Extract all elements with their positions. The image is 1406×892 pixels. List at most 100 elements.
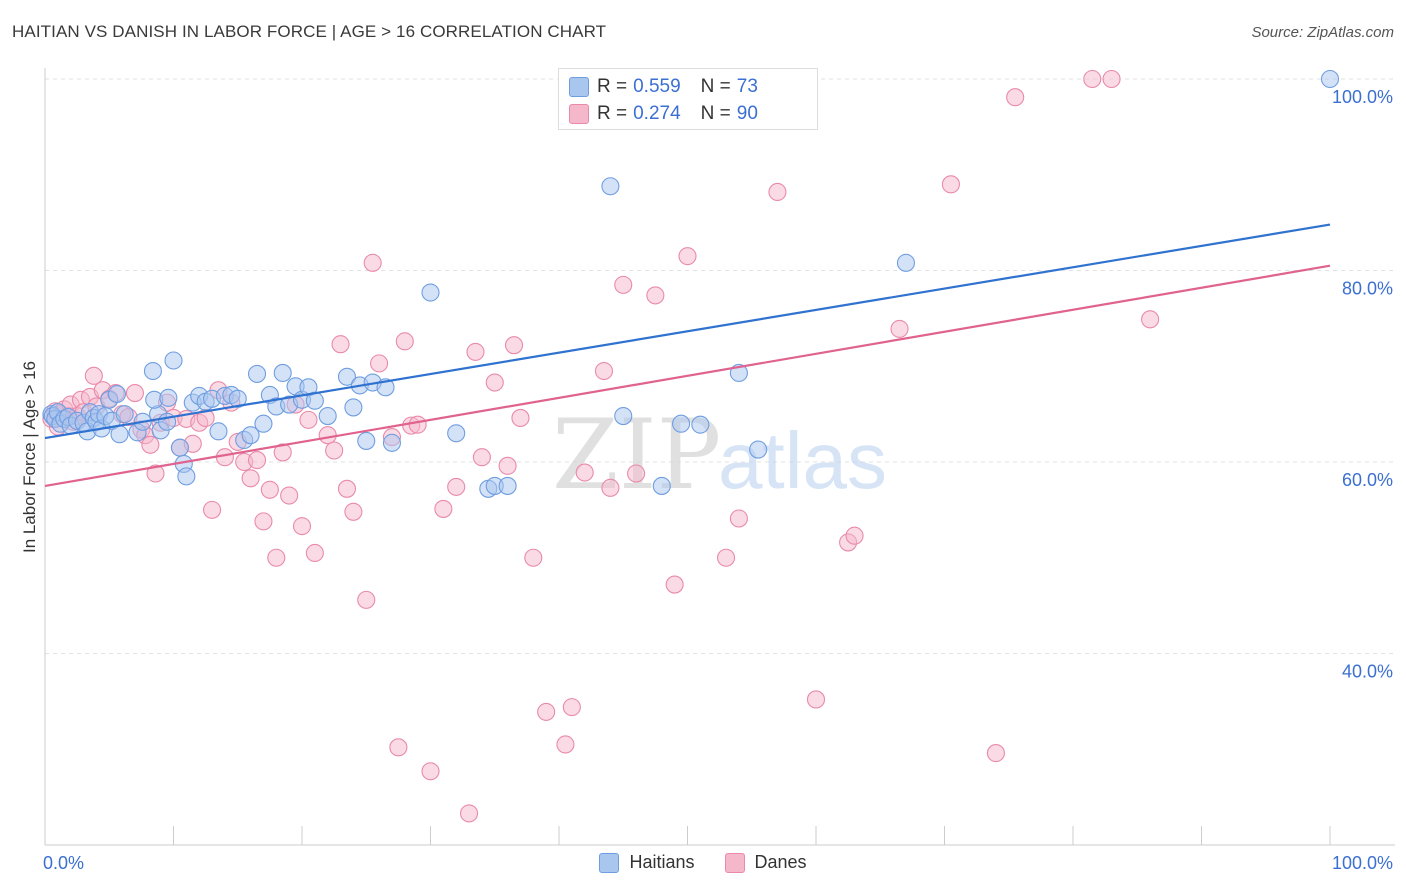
haitians-point — [672, 414, 691, 433]
danes-point — [845, 526, 864, 545]
danes-point — [1102, 69, 1121, 89]
haitians-r-label: R = — [597, 76, 628, 97]
danes-point — [511, 408, 530, 428]
haitians-point — [254, 414, 273, 433]
danes-r-label: R = — [597, 103, 628, 124]
stats-row-danes: R = 0.274 N = 90 — [569, 100, 758, 128]
legend-label-haitians: Haitians — [629, 852, 695, 872]
axis-layer — [44, 68, 1395, 846]
haitians-point — [337, 367, 357, 386]
stats-row-haitians: R = 0.559 N = 73 — [569, 73, 758, 101]
danes-point — [498, 456, 517, 475]
haitians-point — [749, 440, 768, 459]
danes-point — [389, 738, 408, 757]
danes-point — [459, 804, 479, 823]
watermark: ZIP atlas — [552, 399, 887, 511]
danes-point — [337, 479, 357, 498]
haitians-point — [177, 467, 196, 486]
haitians-trend-line — [44, 223, 1331, 440]
danes-point — [434, 499, 453, 518]
danes-point — [254, 512, 273, 531]
y-axis-label: In Labor Force | Age > 16 — [20, 361, 39, 553]
haitians-n-label: N = — [700, 76, 731, 97]
danes-point — [472, 448, 491, 467]
y-tick-label: 100.0% — [1332, 87, 1393, 107]
haitians-point — [209, 422, 228, 441]
danes-point — [325, 441, 344, 460]
y-tick-label: 40.0% — [1342, 662, 1393, 682]
x-tick-label-min: 0.0% — [43, 853, 84, 873]
legend-label-danes: Danes — [754, 852, 807, 872]
haitians-point — [228, 389, 247, 408]
danes-point — [125, 384, 144, 403]
haitians-point — [382, 433, 402, 452]
danes-point — [408, 415, 427, 434]
danes-point — [768, 182, 787, 202]
danes-point — [318, 426, 337, 445]
legend-swatch-haitians — [599, 852, 620, 873]
x-tick-label-max: 100.0% — [1332, 853, 1393, 873]
haitians-swatch — [569, 77, 589, 97]
tick-labels: 40.0% 60.0% 80.0% 100.0% 0.0% 100.0% — [43, 87, 1393, 873]
danes-point — [556, 735, 575, 754]
danes-point — [260, 480, 279, 499]
danes-point — [729, 509, 748, 528]
danes-point — [575, 463, 594, 482]
danes-point — [485, 373, 504, 392]
haitians-point — [110, 425, 129, 444]
haitians-point — [170, 438, 189, 457]
danes-point — [665, 575, 684, 594]
danes-point — [504, 336, 524, 355]
haitians-point — [357, 431, 376, 450]
danes-swatch — [569, 104, 589, 124]
danes-trend-line — [44, 264, 1331, 488]
haitians-point — [652, 476, 671, 495]
legend-swatch-danes — [724, 852, 745, 873]
danes-point — [537, 702, 556, 721]
danes-point — [466, 342, 485, 361]
trend-lines — [44, 223, 1331, 488]
danes-point — [146, 464, 165, 483]
haitians-point — [421, 283, 440, 302]
haitians-point — [447, 424, 466, 443]
bottom-legend: Haitians Danes — [0, 852, 1406, 873]
danes-point — [594, 361, 614, 381]
haitians-point — [164, 351, 183, 370]
haitians-point — [691, 415, 710, 434]
danes-point — [1141, 310, 1160, 329]
danes-point — [305, 543, 324, 563]
y-tick-label: 80.0% — [1342, 279, 1393, 299]
danes-point — [84, 366, 103, 385]
y-tick-label: 60.0% — [1342, 470, 1393, 490]
danes-point — [1083, 69, 1102, 89]
haitians-points — [42, 69, 1340, 498]
haitians-point — [318, 406, 337, 426]
chart-title: HAITIAN VS DANISH IN LABOR FORCE | AGE >… — [12, 22, 607, 41]
legend-item-danes[interactable]: Danes — [724, 852, 807, 873]
haitians-point — [1320, 69, 1340, 89]
watermark-atlas: atlas — [718, 416, 887, 505]
haitians-point — [896, 253, 916, 272]
danes-point — [331, 335, 350, 354]
danes-r-value: 0.274 — [633, 103, 681, 124]
danes-point — [344, 502, 363, 521]
legend-item-haitians[interactable]: Haitians — [599, 852, 695, 873]
danes-point — [646, 286, 665, 305]
haitians-r-value: 0.559 — [633, 76, 681, 97]
haitians-point — [241, 426, 260, 445]
danes-point — [941, 175, 960, 194]
danes-point — [1006, 88, 1025, 107]
haitians-point — [107, 384, 127, 404]
danes-point — [280, 486, 299, 505]
danes-point — [241, 469, 260, 488]
danes-point — [247, 451, 267, 470]
haitians-n-value: 73 — [736, 76, 758, 97]
danes-point — [627, 464, 646, 483]
danes-point — [524, 548, 543, 567]
danes-point — [363, 253, 382, 272]
danes-point — [614, 275, 633, 294]
source-label: Source: ZipAtlas.com — [1251, 24, 1394, 41]
danes-point — [447, 477, 466, 496]
danes-point — [203, 500, 222, 519]
